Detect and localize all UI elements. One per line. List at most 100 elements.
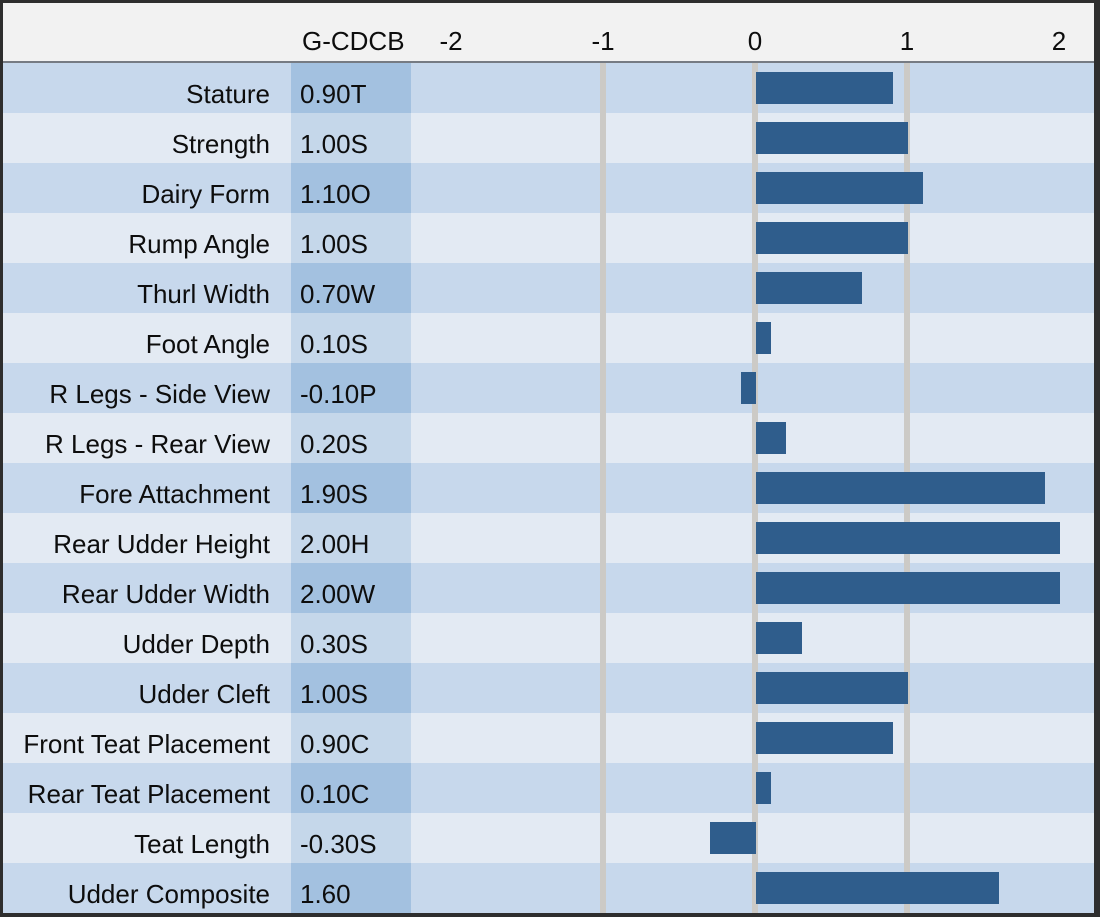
trait-value-cell: -0.30S <box>291 813 411 863</box>
gridline <box>904 763 910 813</box>
table-row: Strength 1.00S <box>3 113 1094 163</box>
bar-track <box>411 813 1094 863</box>
trait-label: Stature <box>186 78 270 109</box>
trait-value-cell: 1.00S <box>291 213 411 263</box>
trait-label-cell: Rear Udder Width <box>3 563 291 613</box>
trait-value-cell: 2.00H <box>291 513 411 563</box>
trait-label: Front Teat Placement <box>23 728 270 759</box>
bar <box>756 72 893 104</box>
bar <box>756 422 787 454</box>
bar-track <box>411 663 1094 713</box>
gridline <box>752 763 758 813</box>
axis-tick-label: 1 <box>899 26 915 56</box>
gridline <box>600 863 606 913</box>
gridline <box>904 613 910 663</box>
gridline <box>600 663 606 713</box>
table-row: Front Teat Placement 0.90C <box>3 713 1094 763</box>
trait-label: Udder Composite <box>67 878 270 909</box>
trait-label-cell: Rear Udder Height <box>3 513 291 563</box>
bar <box>756 772 772 804</box>
table-row: Rear Teat Placement 0.10C <box>3 763 1094 813</box>
bar <box>710 822 756 854</box>
bar <box>756 522 1060 554</box>
table-row: Teat Length -0.30S <box>3 813 1094 863</box>
gridline <box>752 113 758 163</box>
bar-track <box>411 213 1094 263</box>
gridline <box>752 663 758 713</box>
trait-value: 1.00S <box>300 678 368 709</box>
trait-label: Strength <box>171 128 270 159</box>
gridline <box>600 363 606 413</box>
gridline <box>752 513 758 563</box>
gridline <box>904 313 910 363</box>
gridline <box>600 263 606 313</box>
trait-value: 0.70W <box>300 278 376 309</box>
trait-label-cell: Front Teat Placement <box>3 713 291 763</box>
trait-value-cell: 1.60 <box>291 863 411 913</box>
bar-track <box>411 613 1094 663</box>
trait-value-cell: 0.20S <box>291 413 411 463</box>
trait-label-cell: Rump Angle <box>3 213 291 263</box>
trait-value-cell: 0.90C <box>291 713 411 763</box>
gridline <box>752 313 758 363</box>
gridline <box>600 163 606 213</box>
bar <box>740 372 756 404</box>
trait-label: Udder Cleft <box>138 678 271 709</box>
table-row: Udder Cleft 1.00S <box>3 663 1094 713</box>
table-row: R Legs - Rear View 0.20S <box>3 413 1094 463</box>
gridline <box>600 113 606 163</box>
trait-value-cell: 0.10S <box>291 313 411 363</box>
trait-value-cell: 0.10C <box>291 763 411 813</box>
bar-track <box>411 163 1094 213</box>
bar <box>756 122 908 154</box>
trait-value-cell: 1.10O <box>291 163 411 213</box>
gridline <box>600 763 606 813</box>
gridline <box>752 63 758 113</box>
bar-track <box>411 463 1094 513</box>
gridline <box>600 63 606 113</box>
gridline <box>752 213 758 263</box>
gridline <box>600 713 606 763</box>
trait-value-cell: 0.30S <box>291 613 411 663</box>
trait-value-cell: 1.00S <box>291 113 411 163</box>
table-row: Udder Depth 0.30S <box>3 613 1094 663</box>
table-row: Rear Udder Width 2.00W <box>3 563 1094 613</box>
trait-value: 0.10S <box>300 328 368 359</box>
trait-label-cell: R Legs - Side View <box>3 363 291 413</box>
trait-label: R Legs - Rear View <box>45 428 270 459</box>
trait-label-cell: Thurl Width <box>3 263 291 313</box>
trait-label: Thurl Width <box>137 278 270 309</box>
gridline <box>752 613 758 663</box>
bar-track <box>411 63 1094 113</box>
bar <box>756 872 1000 904</box>
trait-value-cell: 2.00W <box>291 563 411 613</box>
trait-value-cell: 0.70W <box>291 263 411 313</box>
table-row: Rear Udder Height 2.00H <box>3 513 1094 563</box>
bar <box>756 222 908 254</box>
table-row: Dairy Form 1.10O <box>3 163 1094 213</box>
trait-label: Udder Depth <box>122 628 270 659</box>
trait-label-cell: Teat Length <box>3 813 291 863</box>
trait-value: 1.60 <box>300 878 351 909</box>
gridline <box>752 713 758 763</box>
bar-track <box>411 863 1094 913</box>
trait-value: 0.20S <box>300 428 368 459</box>
gridline <box>600 513 606 563</box>
trait-label-cell: Udder Cleft <box>3 663 291 713</box>
gridline <box>904 63 910 113</box>
trait-value-cell: 1.90S <box>291 463 411 513</box>
trait-label-cell: Udder Composite <box>3 863 291 913</box>
trait-value: 1.00S <box>300 128 368 159</box>
axis-tick-label: 2 <box>1051 26 1067 56</box>
axis-tick-label: 0 <box>747 26 763 56</box>
chart-body: Stature 0.90T Strength 1.00S Dairy Form 1.10O… <box>3 63 1094 913</box>
bar-track <box>411 263 1094 313</box>
axis-tick-label: -2 <box>439 26 463 56</box>
trait-label: Teat Length <box>134 828 270 859</box>
trait-value: 0.90T <box>300 78 367 109</box>
trait-label-cell: Stature <box>3 63 291 113</box>
gridline <box>752 563 758 613</box>
table-row: Rump Angle 1.00S <box>3 213 1094 263</box>
trait-label-cell: Udder Depth <box>3 613 291 663</box>
